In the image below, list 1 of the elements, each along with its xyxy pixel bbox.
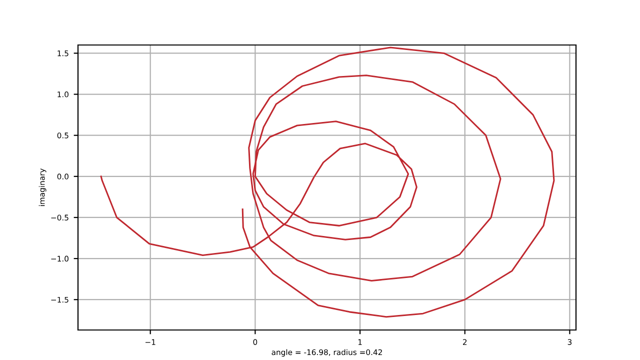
line-series xyxy=(100,46,555,318)
